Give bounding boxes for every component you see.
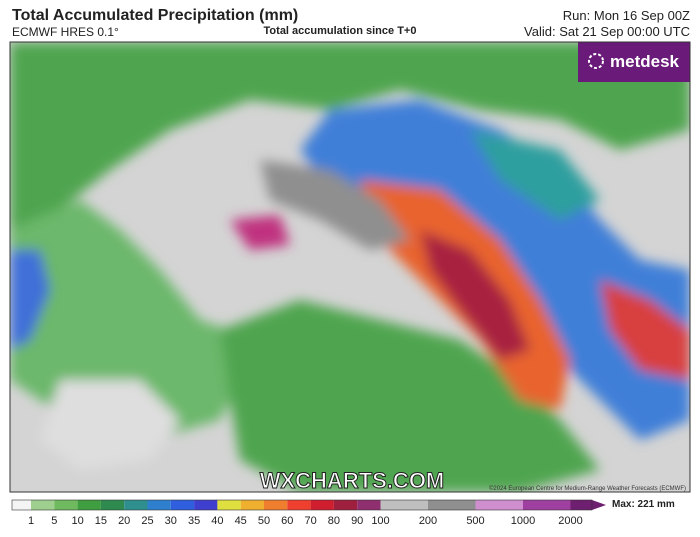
max-label: Max: 221 mm xyxy=(612,499,675,510)
colorbar-segment xyxy=(124,500,148,510)
watermark: WXCHARTS.COM xyxy=(260,468,445,493)
colorbar-label: 45 xyxy=(235,515,247,527)
colorbar-label: 1 xyxy=(28,515,34,527)
colorbar-arrow xyxy=(592,500,606,510)
colorbar-label: 80 xyxy=(328,515,340,527)
colorbar-label: 25 xyxy=(141,515,153,527)
colorbar-border xyxy=(11,499,593,511)
colorbar-segment xyxy=(240,500,264,510)
colorbar-label: 50 xyxy=(258,515,270,527)
colorbar-segment xyxy=(100,500,125,510)
colorbar-segment xyxy=(475,500,523,510)
colorbar-segment xyxy=(194,500,218,510)
colorbar-segment xyxy=(523,500,571,510)
colorbar-label: 5 xyxy=(51,515,57,527)
title: Total Accumulated Precipitation (mm) xyxy=(12,7,298,24)
copyright: ©2024 European Centre for Medium-Range W… xyxy=(489,485,686,492)
colorbar-label: 200 xyxy=(419,515,437,527)
colorbar-segment xyxy=(287,500,311,510)
colorbar-label: 35 xyxy=(188,515,200,527)
colorbar-label: 30 xyxy=(165,515,177,527)
colorbar-segment xyxy=(310,500,334,510)
colorbar-label: 15 xyxy=(95,515,107,527)
colorbar-label: 2000 xyxy=(558,515,582,527)
run-time: Run: Mon 16 Sep 00Z xyxy=(563,8,690,23)
colorbar-segment xyxy=(31,500,55,510)
colorbar-label: 1000 xyxy=(511,515,535,527)
colorbar-label: 100 xyxy=(371,515,389,527)
colorbar-label: 60 xyxy=(281,515,293,527)
colorbar-label: 40 xyxy=(211,515,223,527)
colorbar-segment xyxy=(77,500,101,510)
model: ECMWF HRES 0.1° xyxy=(12,25,119,39)
colorbar-segment xyxy=(570,500,592,510)
colorbar-segment xyxy=(54,500,78,510)
colorbar-label: 70 xyxy=(304,515,316,527)
valid-time: Valid: Sat 21 Sep 00:00 UTC xyxy=(524,24,690,39)
colorbar-segment xyxy=(333,500,358,510)
colorbar-label: 20 xyxy=(118,515,130,527)
colorbar-label: 90 xyxy=(351,515,363,527)
logo-box xyxy=(578,42,690,82)
logo: metdesk xyxy=(610,52,680,71)
map: metdesk WXCHARTS.COM ©2024 European Cent… xyxy=(10,42,690,493)
subtitle: Total accumulation since T+0 xyxy=(264,25,417,37)
colorbar-segment xyxy=(147,500,171,510)
colorbar-segment xyxy=(264,500,288,510)
colorbar-segment xyxy=(357,500,381,510)
colorbar-segment xyxy=(380,500,428,510)
colorbar-segment xyxy=(170,500,195,510)
colorbar-label: 10 xyxy=(71,515,83,527)
colorbar-label: 500 xyxy=(466,515,484,527)
colorbar-segment xyxy=(428,500,476,510)
colorbar: 1 5 10 15 20 25 30 35 40 45 50 60 70 80 90 100 200 500 100… xyxy=(11,499,606,527)
colorbar-start xyxy=(12,500,31,510)
colorbar-segment xyxy=(217,500,241,510)
